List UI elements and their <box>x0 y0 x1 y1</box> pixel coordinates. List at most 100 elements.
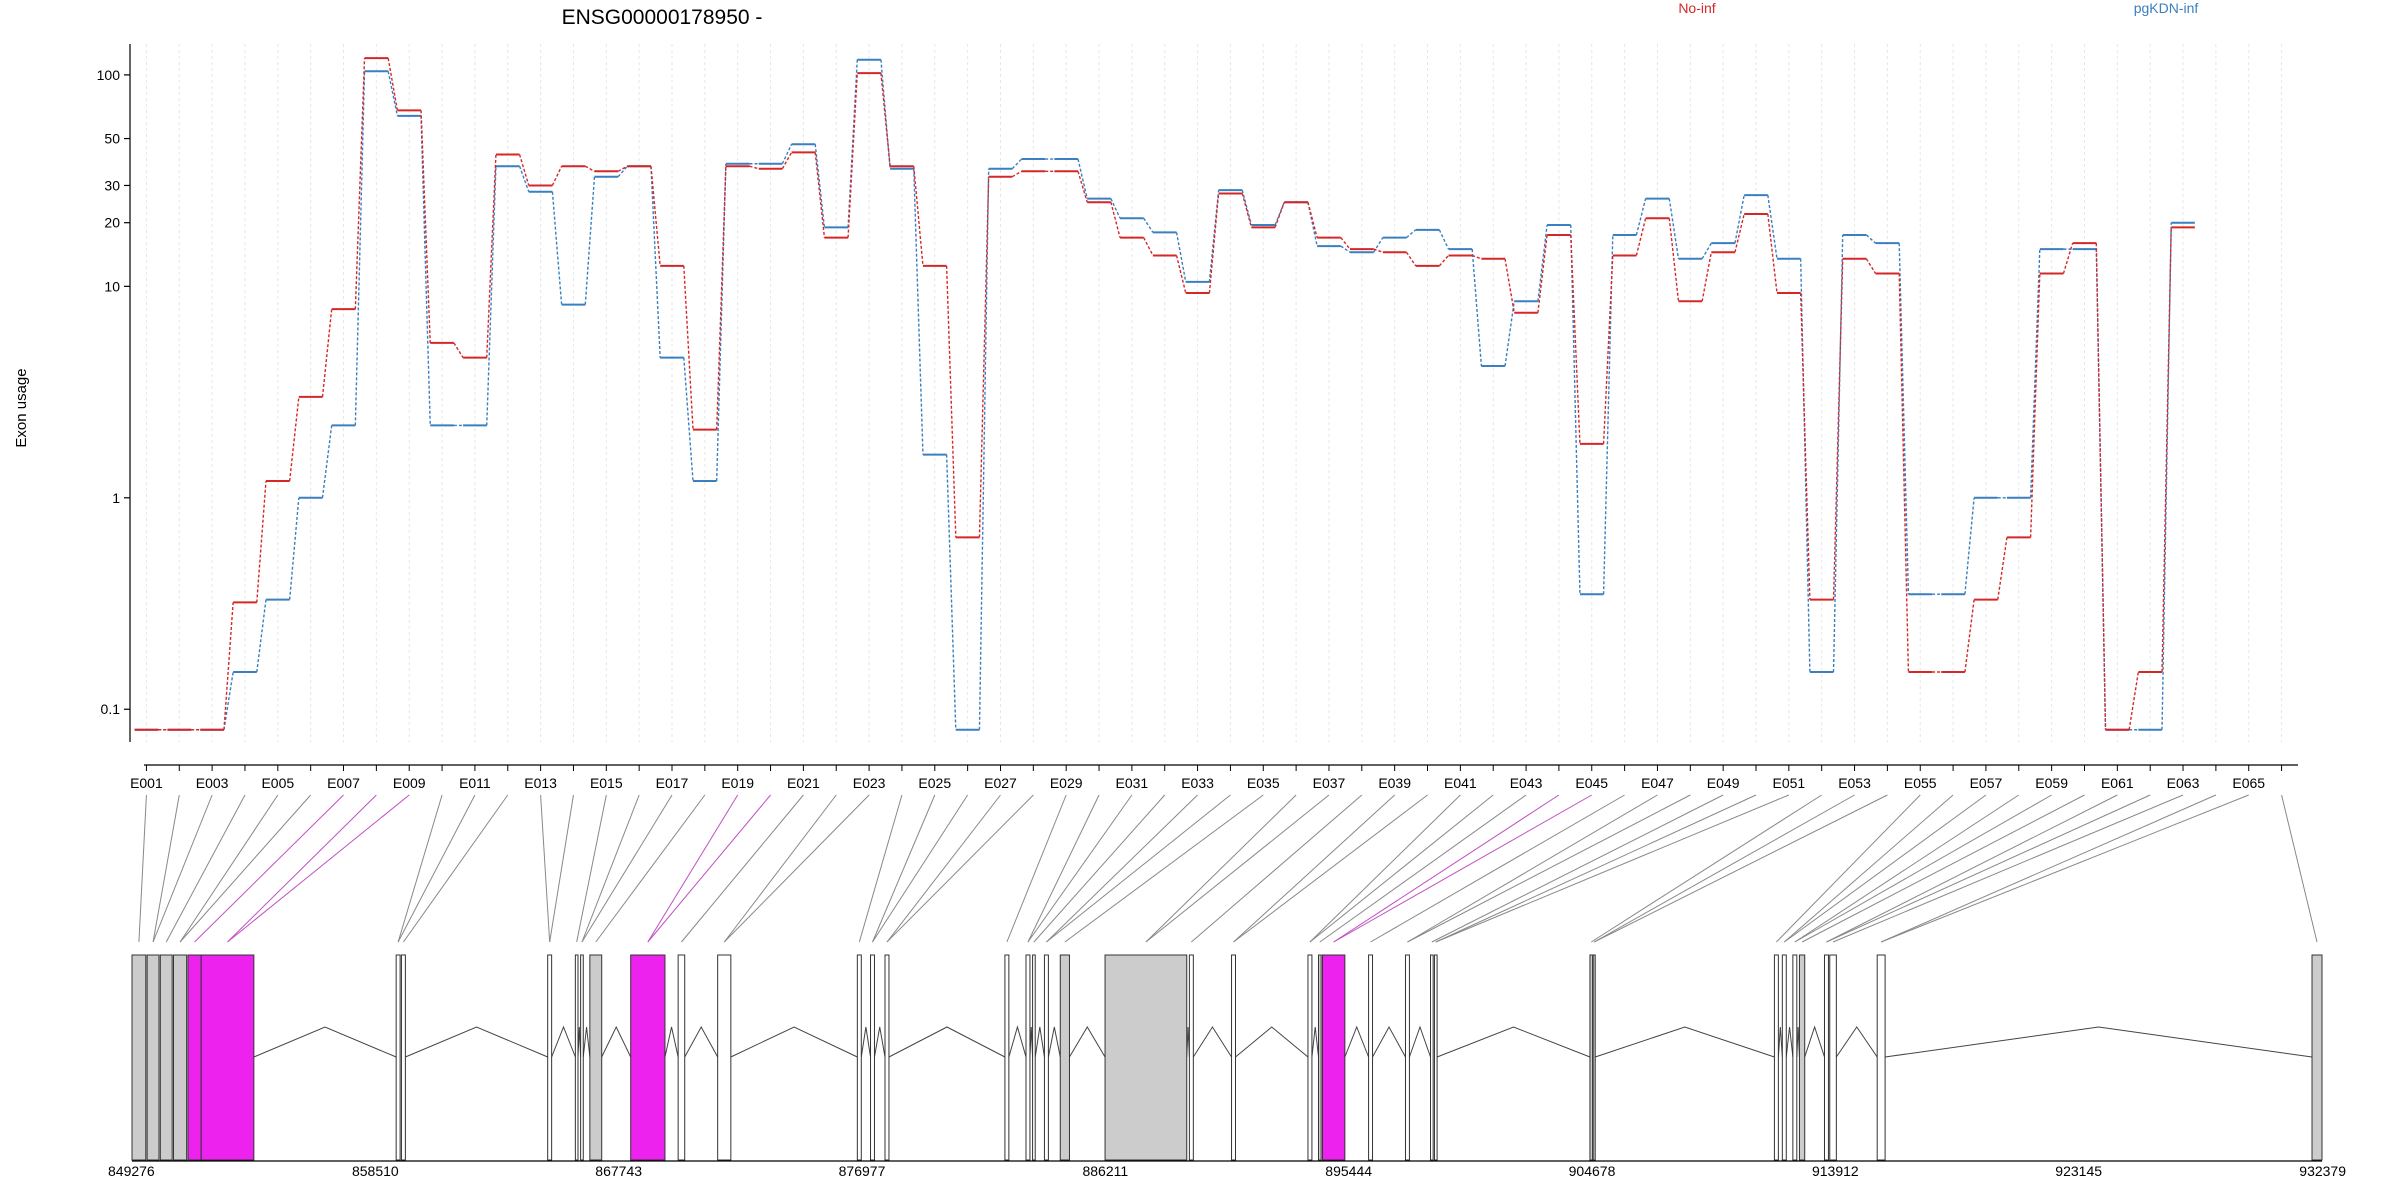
x-tick-label: E009 <box>393 775 426 791</box>
series-connector <box>781 152 793 170</box>
exon-connector <box>1826 794 2151 943</box>
exon-block <box>146 954 160 1161</box>
intron-line <box>1408 1025 1431 1058</box>
intron-line <box>1777 1026 1783 1058</box>
exon-block <box>1792 954 1798 1161</box>
intron-line <box>253 1026 397 1058</box>
series-connector <box>1537 224 1548 302</box>
exon-block <box>870 954 875 1161</box>
intron-line <box>664 1026 679 1058</box>
exon-block <box>677 954 686 1161</box>
series-connector <box>1734 213 1745 253</box>
series-connector <box>617 165 628 172</box>
series-connector <box>945 265 957 538</box>
coordinate-label: 913912 <box>1812 1163 1859 1179</box>
exon-connector <box>1319 794 1527 943</box>
series-connector <box>781 143 793 165</box>
coordinate-label: 904678 <box>1569 1163 1616 1179</box>
x-tick-label: E043 <box>1510 775 1543 791</box>
series-connector <box>847 73 858 238</box>
chart-title: ENSG00000178950 - <box>562 6 763 29</box>
exon-block <box>1592 954 1596 1161</box>
series-connector <box>1406 229 1417 239</box>
exon-connector <box>1309 794 1461 943</box>
coordinate-label: 858510 <box>352 1163 399 1179</box>
series-connector <box>354 71 366 426</box>
series-connector <box>847 59 858 228</box>
exon-block <box>1004 954 1010 1161</box>
exon-connector <box>194 794 344 943</box>
series-connector <box>486 154 497 358</box>
intron-line <box>1785 1026 1794 1058</box>
x-tick-label: E051 <box>1772 775 1805 791</box>
x-tick-label: E025 <box>918 775 951 791</box>
intron-line <box>888 1026 1006 1058</box>
series-connector <box>814 152 826 238</box>
series-connector <box>1143 217 1154 233</box>
exon-connector <box>1033 794 1166 943</box>
series-connector <box>978 176 990 538</box>
exon-block <box>395 954 401 1161</box>
exon-block <box>131 954 147 1161</box>
series-connector <box>1438 229 1450 250</box>
series-connector <box>1471 254 1482 260</box>
series-connector <box>1767 195 1778 259</box>
exon-connector <box>1794 794 2020 943</box>
exon-connector <box>581 794 640 943</box>
series-connector <box>715 163 727 482</box>
series-connector <box>1274 201 1285 228</box>
series-connector <box>913 168 924 455</box>
series-connector <box>1110 202 1121 238</box>
exon-connector <box>1027 794 1133 943</box>
series-connector <box>2029 273 2041 538</box>
intron-line <box>1311 1026 1320 1058</box>
series-connector <box>1143 237 1154 256</box>
series-connector <box>486 166 497 426</box>
series-connector <box>1340 237 1351 250</box>
exon-connector <box>1407 794 1658 943</box>
exon-connector <box>576 794 607 943</box>
intron-line <box>601 1025 632 1058</box>
exon-connector <box>179 794 312 943</box>
exon-connector <box>1590 794 1822 943</box>
series-connector <box>1504 301 1515 367</box>
exon-connector <box>1006 794 1067 943</box>
x-tick-label: E041 <box>1444 775 1477 791</box>
series-connector <box>1405 251 1417 267</box>
exon-connector <box>1776 794 1921 943</box>
series-no-inf <box>134 57 2195 731</box>
exon-connector <box>1309 794 1494 943</box>
exon-connector <box>138 794 147 943</box>
series-connector <box>551 165 563 186</box>
series-connector <box>1537 234 1548 313</box>
legend-entry-no-inf: No-inf <box>1678 0 1715 16</box>
x-tick-label: E063 <box>2167 775 2200 791</box>
series-connector <box>1997 537 2008 600</box>
exon-block <box>1188 954 1194 1161</box>
series-connector <box>1898 243 1910 595</box>
exon-connector <box>540 794 551 943</box>
coordinate-label: 923145 <box>2055 1163 2102 1179</box>
intron-line <box>1008 1025 1027 1058</box>
legend-entry-pgkdn-inf: pgKDN-inf <box>2134 0 2199 16</box>
x-tick-label: E035 <box>1247 775 1280 791</box>
coordinate-label: 876977 <box>839 1163 886 1179</box>
series-connector <box>321 425 333 498</box>
y-axis-label: Exon usage <box>13 368 30 447</box>
series-connector <box>1668 198 1680 259</box>
series-connector <box>2029 249 2041 498</box>
gene-model <box>131 954 2323 1161</box>
exon-block <box>1589 954 1594 1161</box>
exon-block <box>1433 954 1438 1161</box>
coordinate-label: 886211 <box>1082 1163 1128 1179</box>
intron-line <box>873 1026 886 1058</box>
series-connector <box>387 58 399 111</box>
exon-connector <box>1233 794 1396 943</box>
intron-line <box>1804 1025 1825 1058</box>
exon-connector <box>1145 794 1330 943</box>
series-connector <box>1832 234 1844 673</box>
x-tick-label: E057 <box>1970 775 2003 791</box>
series-connector <box>1799 292 1811 600</box>
coordinate-label: 867743 <box>595 1163 642 1179</box>
